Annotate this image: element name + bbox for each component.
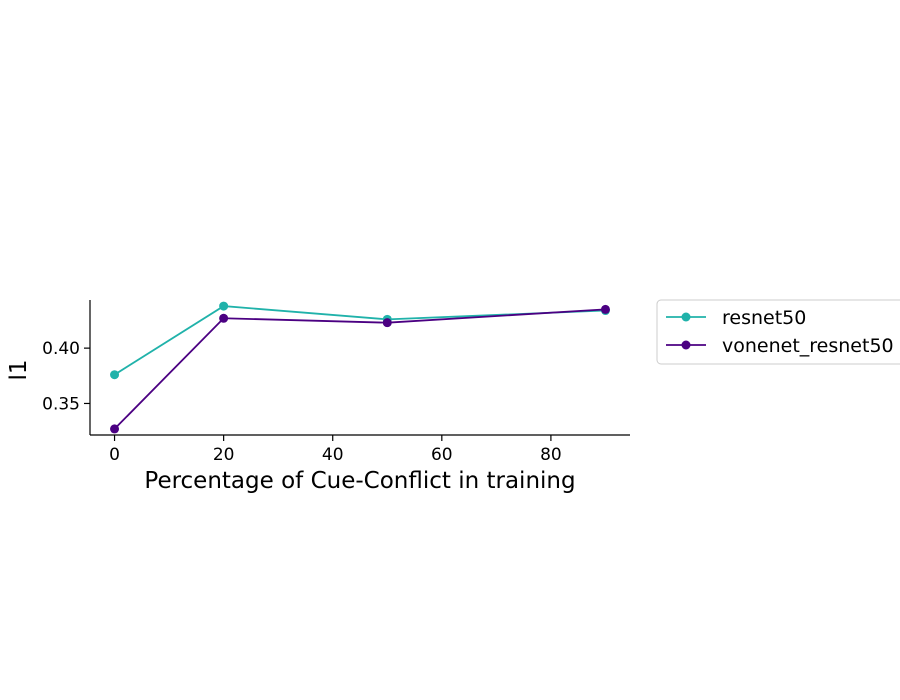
x-tick-label: 60 — [431, 445, 453, 465]
legend-marker-vonenet_resnet50 — [681, 340, 691, 350]
data-point-resnet50 — [219, 301, 229, 311]
y-tick-label: 0.35 — [42, 394, 80, 414]
data-point-resnet50 — [110, 370, 120, 380]
legend: resnet50 vonenet_resnet50 — [656, 299, 900, 365]
legend-label-resnet50: resnet50 — [722, 307, 806, 329]
legend-marker-resnet50 — [681, 312, 691, 322]
series-line-resnet50 — [114, 305, 606, 376]
data-point-vonenet_resnet50 — [382, 318, 392, 328]
x-tick-label: 40 — [322, 445, 344, 465]
legend-frame — [656, 299, 900, 365]
data-point-vonenet_resnet50 — [110, 424, 120, 434]
data-point-vonenet_resnet50 — [219, 313, 229, 323]
y-ticks: 0.35 0.40 — [42, 339, 90, 414]
x-ticks: 0 20 40 60 80 — [109, 435, 562, 465]
legend-label-vonenet_resnet50: vonenet_resnet50 — [722, 335, 894, 357]
data-point-vonenet_resnet50 — [600, 304, 610, 314]
series-line-vonenet_resnet50 — [113, 308, 606, 430]
x-tick-label: 0 — [109, 445, 120, 465]
x-axis-title: Percentage of Cue-Conflict in training — [144, 468, 575, 494]
plot-area — [110, 301, 610, 434]
y-axis-title: l1 — [6, 359, 32, 380]
y-tick-label: 0.40 — [42, 339, 80, 359]
x-tick-label: 20 — [213, 445, 235, 465]
x-tick-label: 80 — [540, 445, 562, 465]
